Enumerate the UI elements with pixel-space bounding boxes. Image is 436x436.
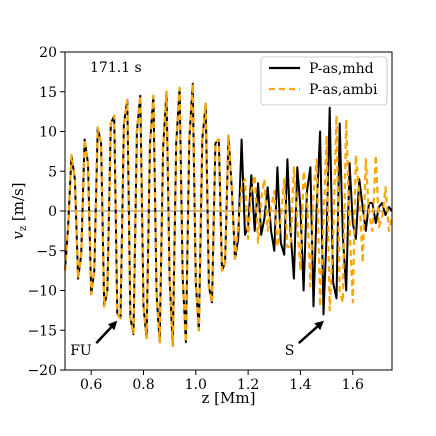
- y-axis-title: vz [m/s]: [9, 182, 29, 239]
- x-tick-label: 0.8: [132, 377, 154, 393]
- y-axis-title-units: [m/s]: [9, 182, 27, 225]
- time-label: 171.1 s: [90, 60, 142, 76]
- legend: P-as,mhd P-as,ambi: [260, 56, 388, 106]
- annotation-s-arrow: [297, 325, 319, 345]
- y-tick-label: −5: [36, 244, 57, 260]
- annotations: FU S: [70, 320, 324, 359]
- y-axis-title-subscript: z: [18, 226, 29, 231]
- y-tick-label: 20: [39, 45, 57, 61]
- x-tick-label: 0.6: [80, 377, 102, 393]
- x-tick-label: 1.0: [185, 377, 207, 393]
- x-ticks: 0.6 0.8 1.0 1.2 1.4 1.6: [80, 370, 364, 393]
- x-tick-label: 1.4: [289, 377, 311, 393]
- x-tick-label: 1.6: [342, 377, 364, 393]
- x-tick-label: 1.2: [237, 377, 259, 393]
- x-axis-title: z [Mm]: [202, 389, 256, 407]
- annotation-s-label: S: [285, 343, 295, 359]
- y-tick-label: −10: [27, 284, 57, 300]
- y-tick-label: 5: [48, 164, 57, 180]
- series-line-ambi: [63, 82, 394, 348]
- y-tick-label: 0: [48, 204, 57, 220]
- legend-label-mhd: P-as,mhd: [309, 61, 374, 77]
- annotation-fu-label: FU: [70, 343, 92, 359]
- annotation-s-arrowhead: [314, 320, 324, 331]
- y-tick-label: −15: [27, 323, 57, 339]
- annotation-fu-arrowhead: [107, 320, 118, 331]
- y-axis-title-symbol: v: [9, 231, 27, 240]
- y-tick-label: −20: [27, 363, 57, 379]
- y-ticks: −20 −15 −10 −5 0 5 10 15 20: [27, 45, 65, 379]
- annotation-fu-arrow: [95, 326, 113, 344]
- legend-label-ambi: P-as,ambi: [309, 82, 378, 98]
- y-tick-label: 15: [39, 85, 57, 101]
- y-tick-label: 10: [39, 125, 57, 141]
- series-layer: [63, 82, 394, 348]
